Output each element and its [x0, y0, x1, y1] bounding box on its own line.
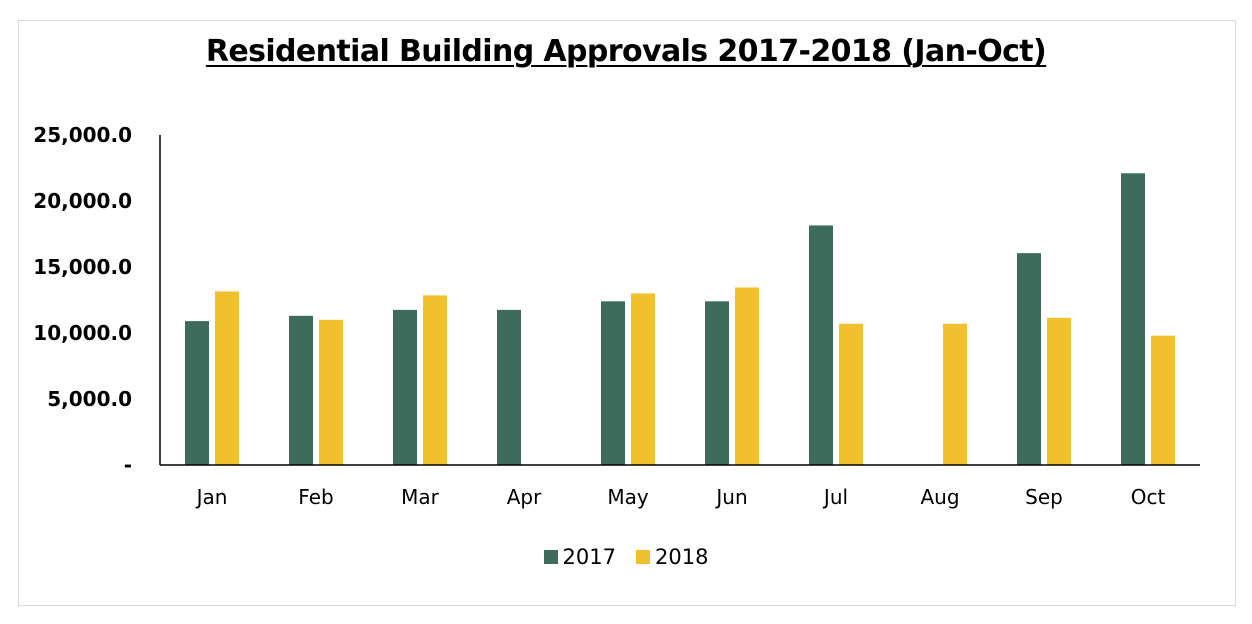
bar-2018-jul [839, 323, 863, 465]
bar-2017-jul [809, 225, 833, 465]
y-tick-label: 20,000.0 [33, 189, 132, 213]
x-tick-label: Sep [1025, 485, 1063, 509]
legend-label-2018: 2018 [655, 545, 709, 569]
x-tick-label: Jun [714, 485, 747, 509]
bar-2017-jun [705, 301, 729, 465]
legend-item-2018: 2018 [636, 545, 708, 569]
bar-2018-aug [943, 323, 967, 465]
legend-label-2017: 2017 [562, 545, 616, 569]
bar-2018-oct [1151, 335, 1175, 465]
bar-2018-mar [423, 295, 447, 465]
bar-2017-sep [1017, 253, 1041, 465]
bar-2018-may [631, 293, 655, 465]
bar-2017-oct [1121, 173, 1145, 465]
x-tick-label: Apr [507, 485, 542, 509]
bar-2017-mar [393, 309, 417, 465]
x-tick-label: Jul [822, 485, 848, 509]
x-tick-label: Aug [920, 485, 959, 509]
x-tick-label: Mar [401, 485, 440, 509]
y-tick-label: 15,000.0 [33, 255, 132, 279]
legend-swatch-2017 [543, 550, 558, 564]
bar-2018-jun [735, 287, 759, 465]
bar-2017-apr [497, 309, 521, 465]
legend-swatch-2018 [636, 550, 650, 564]
bar-2018-sep [1047, 317, 1071, 465]
bar-2017-jan [185, 321, 209, 465]
y-tick-label: 5,000.0 [47, 387, 132, 411]
bar-2017-feb [289, 315, 313, 465]
y-tick-label: 25,000.0 [33, 123, 132, 147]
x-tick-label: Feb [298, 485, 333, 509]
x-tick-label: May [607, 485, 649, 509]
y-tick-label: 10,000.0 [33, 321, 132, 345]
bar-2018-jan [215, 291, 239, 465]
bar-2018-feb [319, 319, 343, 465]
legend-item-2017: 2017 [543, 545, 616, 569]
chart-legend: 2017 2018 [0, 545, 1252, 569]
y-tick-label: - [124, 453, 132, 477]
x-tick-label: Jan [195, 485, 228, 509]
chart-title: Residential Building Approvals 2017-2018… [205, 34, 1047, 69]
x-tick-label: Oct [1131, 485, 1166, 509]
bar-2017-may [601, 301, 625, 465]
